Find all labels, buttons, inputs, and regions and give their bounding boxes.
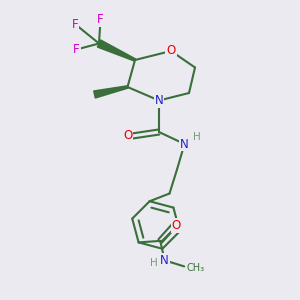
Text: O: O	[167, 44, 176, 58]
Text: F: F	[72, 17, 78, 31]
Text: N: N	[154, 94, 164, 107]
Text: CH₃: CH₃	[187, 263, 205, 273]
Text: H: H	[193, 132, 201, 142]
Polygon shape	[94, 86, 128, 98]
Text: N: N	[180, 137, 189, 151]
Text: N: N	[160, 254, 169, 267]
Polygon shape	[98, 40, 136, 61]
Text: O: O	[123, 129, 132, 142]
Text: O: O	[172, 219, 181, 232]
Text: H: H	[150, 258, 158, 268]
Text: F: F	[73, 43, 80, 56]
Text: F: F	[97, 13, 104, 26]
